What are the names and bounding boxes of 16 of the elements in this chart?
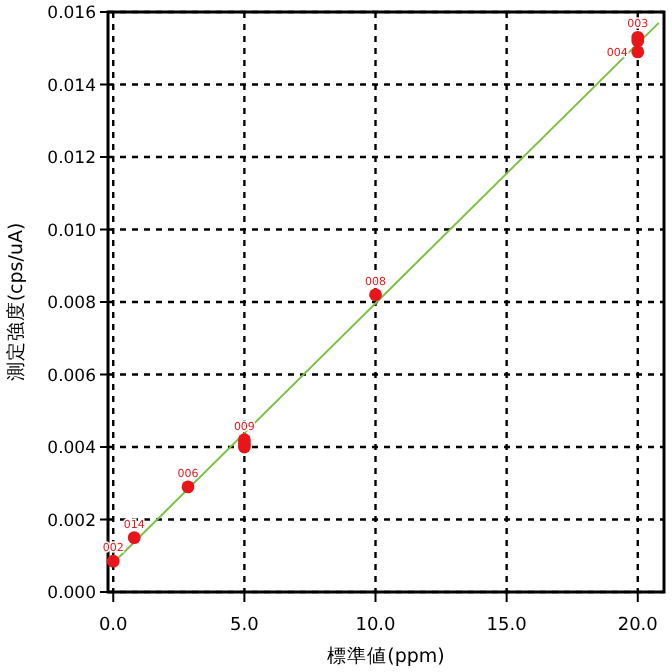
x-tick-label: 5.0: [230, 616, 260, 636]
y-tick-label: 0.004: [47, 439, 96, 459]
y-tick-label: 0.014: [47, 76, 96, 97]
x-tick-label: 15.0: [486, 616, 528, 636]
y-axis-title: 測定強度(cps/uA): [4, 222, 28, 382]
x-tick-label: 20.0: [617, 616, 659, 636]
y-tick-label: 0.006: [47, 366, 96, 387]
y-tick-label: 0.002: [47, 511, 96, 532]
y-tick-label: 0.008: [47, 294, 96, 314]
x-tick-label: 0.0: [98, 616, 129, 636]
y-tick-label: 0.012: [47, 149, 96, 169]
y-tick-label: 0.016: [47, 4, 96, 24]
y-tick-label: 0.010: [47, 221, 96, 242]
x-tick-label: 10.0: [355, 616, 397, 636]
x-axis-title: 標準値(ppm): [327, 644, 445, 668]
y-tick-label: 0.000: [47, 584, 96, 604]
